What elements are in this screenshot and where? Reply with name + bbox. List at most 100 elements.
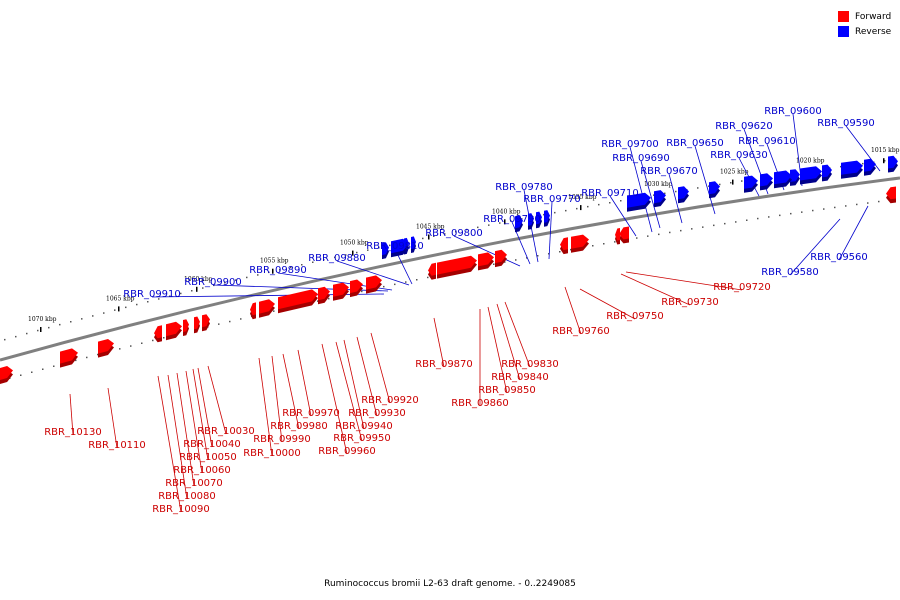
forward-gene-arrow[interactable]	[194, 316, 200, 330]
gene-label[interactable]: RBR_09770	[523, 194, 581, 205]
forward-gene-arrow[interactable]	[437, 255, 477, 275]
gene-label[interactable]: RBR_09970	[282, 408, 340, 419]
gene-label[interactable]: RBR_09730	[661, 297, 719, 308]
gene-label[interactable]: RBR_09830	[501, 359, 559, 370]
forward-gene-arrow[interactable]	[154, 325, 162, 339]
forward-gene-arrow[interactable]	[615, 228, 620, 241]
reverse-gene-arrow[interactable]	[822, 164, 832, 178]
reverse-gene-arrow[interactable]	[864, 158, 876, 172]
forward-gene-arrow[interactable]	[98, 339, 114, 354]
forward-gene-arrow[interactable]	[333, 282, 349, 297]
gene-label[interactable]: RBR_09920	[361, 395, 419, 406]
forward-gene-arrow[interactable]	[366, 275, 382, 290]
forward-gene-arrow[interactable]	[478, 252, 494, 267]
gene-label[interactable]: RBR_10000	[243, 448, 301, 459]
reverse-gene-arrow[interactable]	[391, 238, 409, 254]
reverse-gene-arrow[interactable]	[841, 160, 863, 175]
forward-gene-arrow[interactable]	[428, 262, 436, 276]
gene-label[interactable]: RBR_09780	[495, 182, 553, 193]
reverse-gene-arrow[interactable]	[888, 155, 898, 169]
forward-gene-arrow[interactable]	[278, 289, 318, 310]
gene-label[interactable]: RBR_09750	[606, 311, 664, 322]
gene-label[interactable]: RBR_09610	[738, 136, 796, 147]
forward-gene-arrow[interactable]	[250, 302, 256, 316]
gene-label[interactable]: RBR_09960	[318, 446, 376, 457]
forward-gene-arrow[interactable]	[619, 226, 629, 240]
forward-gene-arrow[interactable]	[560, 237, 568, 251]
gene-label[interactable]: RBR_09850	[478, 385, 536, 396]
gene-label[interactable]: RBR_10040	[183, 439, 241, 450]
forward-gene-arrow[interactable]	[495, 249, 507, 264]
outer-track-dot	[741, 180, 743, 182]
gene-label[interactable]: RBR_09910	[123, 289, 181, 300]
forward-gene-arrow[interactable]	[886, 186, 896, 200]
reverse-gene-arrow[interactable]	[760, 173, 773, 187]
forward-gene-arrow[interactable]	[166, 321, 182, 337]
gene-label[interactable]: RBR_09890	[249, 265, 307, 276]
reverse-gene-arrow[interactable]	[709, 181, 720, 195]
gene-label[interactable]: RBR_09630	[710, 150, 768, 161]
gene-label[interactable]: RBR_09930	[348, 408, 406, 419]
scale-tick-label: 1035 kbp	[568, 194, 597, 201]
gene-label[interactable]: RBR_09810	[366, 241, 424, 252]
gene-label[interactable]: RBR_09650	[666, 138, 724, 149]
gene-label[interactable]: RBR_09860	[451, 398, 509, 409]
gene-label[interactable]: RBR_09580	[761, 267, 819, 278]
forward-gene-arrow[interactable]	[571, 234, 589, 249]
gene-label[interactable]: RBR_10110	[88, 440, 146, 451]
reverse-gene-arrow[interactable]	[627, 192, 651, 208]
reverse-gene-arrow[interactable]	[678, 186, 689, 200]
gene-label[interactable]: RBR_09790	[483, 214, 541, 225]
forward-gene-arrow[interactable]	[350, 279, 363, 294]
gene-label[interactable]: RBR_10050	[179, 452, 237, 463]
gene-label[interactable]: RBR_09990	[253, 434, 311, 445]
gene-label[interactable]: RBR_09840	[491, 372, 549, 383]
gene-label[interactable]: RBR_09880	[308, 253, 366, 264]
reverse-gene-arrow[interactable]	[411, 236, 416, 249]
inner-track-dot	[845, 205, 847, 207]
gene-label[interactable]: RBR_09980	[270, 421, 328, 432]
outer-track-dot	[202, 287, 204, 289]
gene-label[interactable]: RBR_09710	[581, 188, 639, 199]
gene-label[interactable]: RBR_09950	[333, 433, 391, 444]
gene-label[interactable]: RBR_09670	[640, 166, 698, 177]
gene-label[interactable]: RBR_09720	[713, 282, 771, 293]
gene-label[interactable]: RBR_10090	[152, 504, 210, 515]
gene-label[interactable]: RBR_09940	[335, 421, 393, 432]
inner-track-dot	[317, 300, 319, 302]
reverse-gene-arrow[interactable]	[654, 190, 666, 204]
reverse-gene-arrow[interactable]	[515, 215, 523, 229]
forward-gene-arrow[interactable]	[60, 348, 78, 364]
gene-label[interactable]: RBR_09690	[612, 153, 670, 164]
gene-label[interactable]: RBR_10060	[173, 465, 231, 476]
reverse-gene-arrow[interactable]	[382, 242, 389, 256]
gene-label[interactable]: RBR_09760	[552, 326, 610, 337]
reverse-gene-arrow[interactable]	[536, 211, 542, 225]
forward-gene-arrow[interactable]	[0, 366, 13, 380]
gene-label[interactable]: RBR_09870	[415, 359, 473, 370]
reverse-gene-arrow[interactable]	[528, 213, 534, 226]
gene-label[interactable]: RBR_09900	[184, 277, 242, 288]
outer-track-dot	[70, 321, 72, 323]
gene-label[interactable]: RBR_09590	[817, 118, 875, 129]
gene-label[interactable]: RBR_10080	[158, 491, 216, 502]
gene-label[interactable]: RBR_09700	[601, 139, 659, 150]
forward-gene-arrow[interactable]	[259, 299, 275, 314]
outer-track-dot	[169, 295, 171, 297]
forward-gene-arrow[interactable]	[202, 314, 210, 328]
gene-label[interactable]: RBR_10030	[197, 426, 255, 437]
reverse-gene-arrow[interactable]	[774, 170, 792, 185]
reverse-gene-arrow[interactable]	[790, 169, 800, 182]
gene-label[interactable]: RBR_09600	[764, 106, 822, 117]
gene-label[interactable]: RBR_10130	[44, 427, 102, 438]
gene-label[interactable]: RBR_09620	[715, 121, 773, 132]
forward-gene-arrow[interactable]	[318, 286, 330, 301]
gene-label[interactable]: RBR_09560	[810, 252, 868, 263]
reverse-gene-arrow[interactable]	[744, 175, 758, 189]
gene-label[interactable]: RBR_10070	[165, 478, 223, 489]
gene-label[interactable]: RBR_09800	[425, 228, 483, 239]
reverse-gene-arrow[interactable]	[544, 210, 550, 223]
reverse-gene-arrow[interactable]	[800, 166, 822, 181]
forward-gene-arrow[interactable]	[183, 319, 189, 332]
scale-tick	[118, 306, 120, 312]
